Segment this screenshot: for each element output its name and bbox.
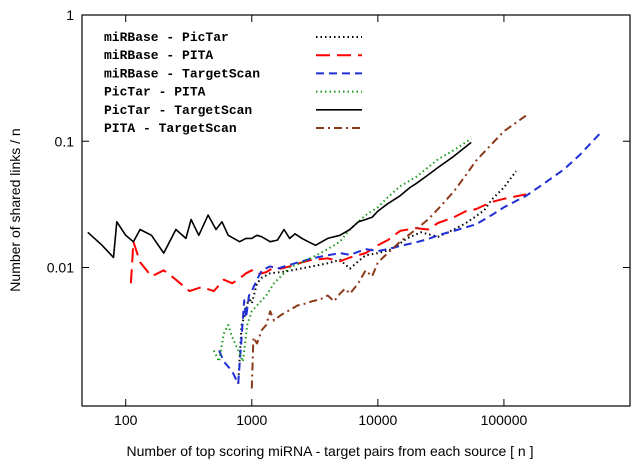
x-tick-label: 100000 [481, 412, 528, 428]
series-line-5 [87, 141, 472, 259]
x-tick-label: 10000 [358, 412, 397, 428]
legend-label: PicTar - TargetScan [104, 103, 252, 118]
y-tick-label: 0.01 [47, 260, 74, 276]
legend-label: miRBase - PITA [104, 48, 213, 63]
y-tick-label: 0.1 [55, 133, 75, 149]
series-line-6 [250, 114, 527, 389]
legend-label: miRBase - PicTar [104, 30, 229, 45]
series-line-1 [237, 170, 517, 384]
y-axis-ticks: 0.01 0.1 1 [47, 7, 630, 276]
series-line-2 [129, 193, 527, 293]
x-axis-ticks: 100 1000 10000 100000 [114, 15, 528, 428]
series-layer [87, 114, 603, 389]
legend-label: PITA - TargetScan [104, 121, 237, 136]
legend-label: miRBase - TargetScan [104, 66, 260, 81]
y-axis-title: Number of shared links / n [7, 128, 23, 291]
series-line-3 [218, 130, 603, 385]
plot-frame [81, 14, 631, 407]
legend: miRBase - PicTar miRBase - PITA miRBase - … [104, 30, 362, 136]
x-tick-label: 100 [114, 412, 138, 428]
x-tick-label: 1000 [236, 412, 267, 428]
x-axis-title: Number of top scoring miRNA - target pai… [127, 443, 534, 459]
y-tick-label: 1 [66, 7, 74, 23]
legend-label: PicTar - PITA [104, 85, 206, 100]
